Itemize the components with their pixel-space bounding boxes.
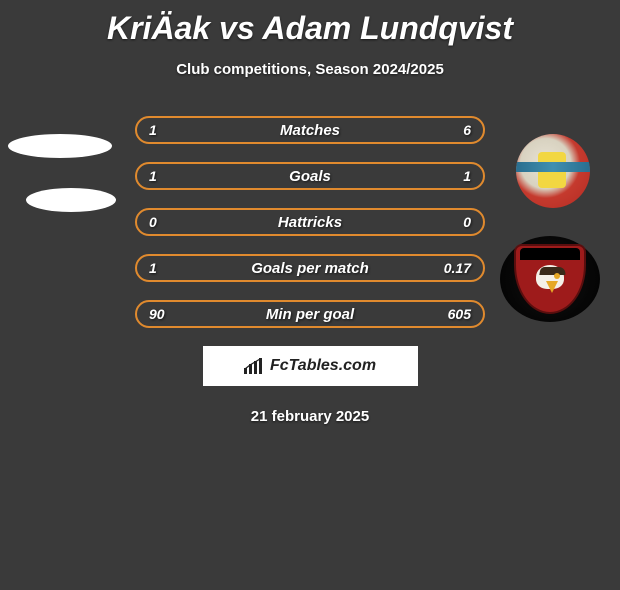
stat-label: Matches — [280, 122, 340, 139]
stats-container: 1 Matches 6 1 Goals 1 0 Hattricks 0 1 Goals per ma… — [135, 116, 485, 328]
player1-club-placeholder — [26, 188, 116, 212]
stat-right-value: 1 — [463, 168, 471, 184]
branding-box: FcTables.com — [203, 346, 418, 386]
subtitle: Club competitions, Season 2024/2025 — [0, 61, 620, 78]
stat-label: Min per goal — [266, 306, 354, 323]
stat-right-value: 6 — [463, 122, 471, 138]
stat-row: 1 Goals per match 0.17 — [135, 254, 485, 282]
page-title: KriÄak vs Adam Lundqvist — [0, 10, 620, 47]
player1-avatar-placeholder — [8, 134, 112, 158]
branding-text: FcTables.com — [270, 357, 376, 375]
stat-row: 1 Matches 6 — [135, 116, 485, 144]
stat-row: 90 Min per goal 605 — [135, 300, 485, 328]
stat-label: Hattricks — [278, 214, 342, 231]
player2-avatar — [516, 134, 590, 208]
stat-left-value: 1 — [149, 122, 157, 138]
stat-left-value: 1 — [149, 168, 157, 184]
stat-left-value: 1 — [149, 260, 157, 276]
footer-date: 21 february 2025 — [0, 408, 620, 425]
player2-club-badge — [500, 236, 600, 322]
stat-row: 1 Goals 1 — [135, 162, 485, 190]
stat-right-value: 0.17 — [444, 260, 471, 276]
stat-right-value: 605 — [448, 306, 471, 322]
stat-left-value: 0 — [149, 214, 157, 230]
stat-left-value: 90 — [149, 306, 165, 322]
stat-label: Goals per match — [251, 260, 369, 277]
branding-chart-icon — [244, 358, 264, 374]
stat-row: 0 Hattricks 0 — [135, 208, 485, 236]
stat-label: Goals — [289, 168, 331, 185]
stat-right-value: 0 — [463, 214, 471, 230]
